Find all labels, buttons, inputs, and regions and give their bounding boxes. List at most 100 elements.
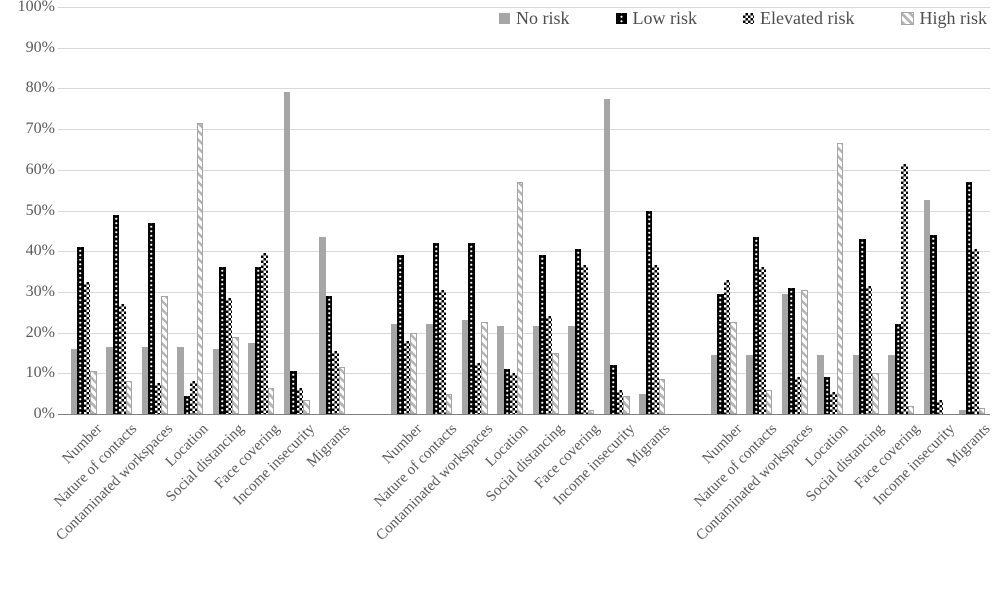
bar-low-risk-nature-of-contacts-cluster-3: [752, 236, 760, 414]
y-tick-label-40: 40%: [25, 242, 55, 260]
chart-legend: No risk Low risk Elevated risk High risk: [499, 8, 987, 28]
bar-no-risk-income-insecurity-cluster-3: [923, 200, 931, 414]
bar-high-risk-face-covering-cluster-1: [267, 387, 275, 414]
bar-high-risk-migrants-cluster-2: [658, 379, 666, 414]
gridline-80: [58, 88, 990, 90]
bar-elevated-risk-contaminated-workspaces-cluster-3: [794, 377, 802, 414]
legend-item-no-risk: No risk: [499, 8, 570, 28]
bar-low-risk-location-cluster-2: [503, 369, 511, 414]
bar-low-risk-contaminated-workspaces-cluster-1: [148, 222, 155, 414]
bar-low-risk-contaminated-workspaces-cluster-2: [468, 243, 475, 414]
bar-high-risk-nature-of-contacts-cluster-1: [125, 381, 133, 414]
bar-low-risk-social-distancing-cluster-1: [219, 267, 226, 414]
y-tick-label-20: 20%: [25, 323, 55, 341]
bar-high-risk-contaminated-workspaces-cluster-1: [161, 295, 168, 414]
bar-low-risk-social-distancing-cluster-2: [539, 255, 546, 414]
bar-low-risk-location-cluster-1: [183, 395, 191, 414]
bar-high-risk-social-distancing-cluster-1: [232, 336, 239, 414]
bar-low-risk-number-cluster-3: [717, 293, 724, 414]
bar-low-risk-number-cluster-1: [77, 247, 84, 414]
bar-elevated-risk-location-cluster-1: [190, 381, 197, 414]
bar-no-risk-number-cluster-1: [70, 348, 78, 414]
bar-low-risk-income-insecurity-cluster-2: [610, 365, 617, 414]
bar-no-risk-face-covering-cluster-2: [568, 326, 575, 414]
bar-no-risk-nature-of-contacts-cluster-2: [426, 324, 433, 414]
bar-no-risk-migrants-cluster-2: [639, 393, 646, 414]
bar-low-risk-nature-of-contacts-cluster-2: [432, 243, 440, 414]
bar-no-risk-income-insecurity-cluster-1: [283, 92, 291, 414]
bar-elevated-risk-social-distancing-cluster-1: [225, 298, 233, 414]
bar-high-risk-location-cluster-3: [836, 143, 844, 414]
y-tick-label-90: 90%: [25, 38, 55, 56]
bar-elevated-risk-location-cluster-3: [830, 391, 837, 414]
bar-high-risk-number-cluster-3: [730, 322, 737, 414]
y-tick-label-30: 30%: [25, 282, 55, 300]
bar-high-risk-number-cluster-1: [90, 371, 97, 414]
bar-no-risk-nature-of-contacts-cluster-3: [746, 354, 753, 414]
bar-low-risk-migrants-cluster-3: [965, 182, 973, 414]
bar-elevated-risk-contaminated-workspaces-cluster-2: [474, 363, 482, 414]
bar-elevated-risk-face-covering-cluster-2: [581, 265, 588, 414]
bar-elevated-risk-migrants-cluster-3: [972, 249, 979, 414]
gridline-30: [58, 291, 990, 293]
bar-no-risk-location-cluster-3: [817, 354, 824, 414]
bar-elevated-risk-number-cluster-3: [723, 279, 731, 414]
bar-no-risk-contaminated-workspaces-cluster-3: [781, 293, 789, 414]
bar-no-risk-income-insecurity-cluster-2: [603, 98, 611, 414]
bar-no-risk-number-cluster-2: [390, 324, 398, 414]
bar-low-risk-income-insecurity-cluster-3: [930, 234, 937, 414]
bar-no-risk-migrants-cluster-3: [959, 409, 966, 414]
bar-high-risk-number-cluster-2: [410, 332, 417, 414]
bar-elevated-risk-migrants-cluster-1: [332, 350, 339, 414]
bar-elevated-risk-social-distancing-cluster-3: [865, 285, 873, 414]
bar-low-risk-contaminated-workspaces-cluster-3: [788, 287, 795, 414]
gridline-10: [58, 373, 990, 375]
gridline-50: [58, 210, 990, 212]
legend-marker-elevated-risk-icon: [743, 12, 755, 24]
bar-high-risk-nature-of-contacts-cluster-3: [765, 389, 773, 414]
bar-low-risk-number-cluster-2: [397, 255, 404, 414]
bar-high-risk-contaminated-workspaces-cluster-2: [481, 322, 488, 414]
legend-label-high-risk: High risk: [919, 8, 988, 28]
bar-high-risk-contaminated-workspaces-cluster-3: [801, 289, 808, 414]
gridline-100: [58, 7, 990, 8]
bar-no-risk-face-covering-cluster-1: [248, 342, 255, 414]
bar-elevated-risk-social-distancing-cluster-2: [545, 316, 553, 414]
bar-no-risk-migrants-cluster-1: [319, 236, 326, 414]
bar-elevated-risk-number-cluster-1: [83, 281, 91, 414]
bar-elevated-risk-nature-of-contacts-cluster-2: [439, 289, 446, 414]
bar-elevated-risk-face-covering-cluster-3: [901, 163, 908, 414]
y-tick-label-10: 10%: [25, 364, 55, 382]
bar-elevated-risk-face-covering-cluster-1: [261, 253, 268, 414]
bar-no-risk-location-cluster-1: [177, 346, 184, 414]
gridline-60: [58, 169, 990, 171]
bar-low-risk-migrants-cluster-2: [645, 210, 653, 414]
gridline-70: [58, 129, 990, 131]
legend-label-elevated-risk: Elevated risk: [760, 8, 855, 28]
bar-no-risk-number-cluster-3: [710, 354, 718, 414]
bar-no-risk-social-distancing-cluster-2: [532, 326, 540, 414]
y-tick-label-100: 100%: [17, 0, 55, 15]
bar-no-risk-nature-of-contacts-cluster-1: [106, 346, 113, 414]
bar-elevated-risk-income-insecurity-cluster-3: [936, 399, 944, 414]
bar-elevated-risk-income-insecurity-cluster-2: [616, 389, 624, 414]
legend-item-high-risk: High risk: [900, 8, 988, 28]
y-tick-label-80: 80%: [25, 79, 55, 97]
bar-low-risk-migrants-cluster-1: [325, 295, 333, 414]
bar-elevated-risk-income-insecurity-cluster-1: [296, 387, 304, 414]
bar-low-risk-face-covering-cluster-1: [254, 267, 262, 414]
bar-high-risk-social-distancing-cluster-3: [872, 373, 879, 414]
bar-low-risk-social-distancing-cluster-3: [859, 238, 866, 414]
legend-marker-no-risk-icon: [499, 12, 511, 24]
y-tick-label-60: 60%: [25, 160, 55, 178]
legend-item-elevated-risk: Elevated risk: [743, 8, 855, 28]
bar-high-risk-income-insecurity-cluster-2: [623, 395, 630, 414]
bar-high-risk-location-cluster-1: [196, 122, 204, 414]
gridline-40: [58, 251, 990, 253]
bar-no-risk-face-covering-cluster-3: [888, 354, 895, 414]
bar-low-risk-face-covering-cluster-2: [574, 249, 582, 414]
bar-elevated-risk-contaminated-workspaces-cluster-1: [154, 383, 162, 414]
legend-item-low-risk: Low risk: [615, 8, 697, 28]
x-axis-line: [58, 414, 990, 415]
